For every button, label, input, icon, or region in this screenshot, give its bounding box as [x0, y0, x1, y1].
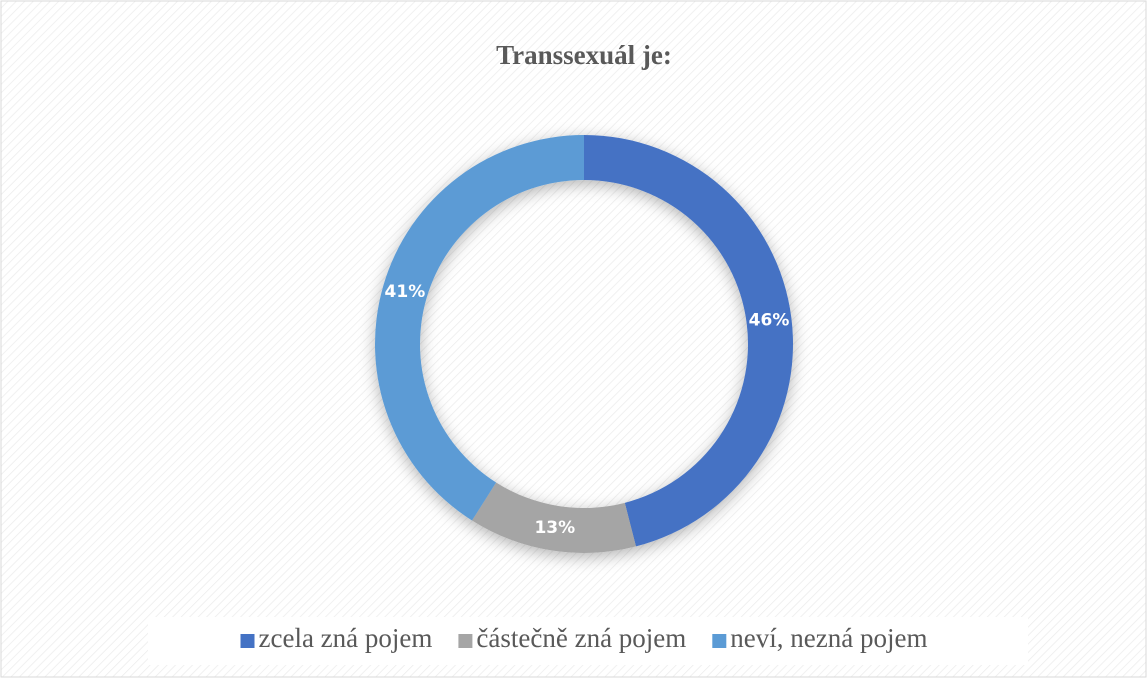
legend-background — [148, 617, 1028, 665]
legend: zcela zná pojem částečně zná pojem neví, n… — [240, 623, 927, 653]
legend-swatch — [712, 634, 727, 648]
legend-label: neví, nezná pojem — [730, 623, 927, 653]
value-label: 46% — [749, 311, 790, 331]
donut — [374, 134, 794, 553]
donut-slice — [584, 135, 794, 547]
legend-label: částečně zná pojem — [476, 623, 686, 653]
donut-slice — [472, 482, 636, 553]
donut-slice — [374, 134, 584, 521]
chart-title: Transsexuál je: — [496, 40, 672, 70]
legend-swatch — [240, 634, 255, 648]
labels: 46% 13% 41% — [385, 282, 790, 538]
legend-label: zcela zná pojem — [259, 623, 433, 653]
value-label: 13% — [534, 518, 575, 538]
value-label: 41% — [385, 282, 426, 302]
legend-swatch — [458, 634, 473, 648]
